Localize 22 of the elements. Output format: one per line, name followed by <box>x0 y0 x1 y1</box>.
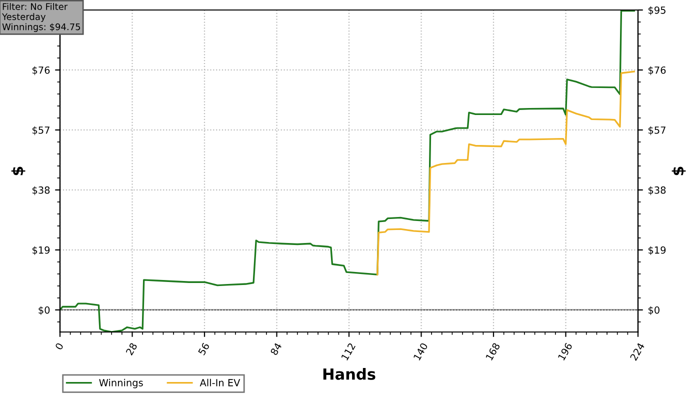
y2-tick-label: $0 <box>648 306 660 316</box>
legend-label: Winnings <box>99 378 143 388</box>
y2-axis-title: $ <box>672 166 686 176</box>
y-tick-label: $76 <box>32 66 50 76</box>
y2-tick-label: $19 <box>648 246 666 256</box>
y-tick-label: $19 <box>32 246 50 256</box>
x-tick-label: 28 <box>126 342 138 356</box>
y-tick-label: $0 <box>38 306 50 316</box>
y-axis-title: $ <box>11 166 26 176</box>
x-tick-label: 56 <box>198 342 210 356</box>
annotation: Filter: No Filter Yesterday Winnings: $94.75 <box>2 3 80 32</box>
y2-tick-label: $57 <box>648 126 666 136</box>
legend-label: All-In EV <box>200 378 240 386</box>
y2-tick-label: $76 <box>648 66 666 76</box>
y2-tick-label: $95 <box>648 6 666 16</box>
x-tick-label: 0 <box>54 342 64 350</box>
x-axis-title: Hands <box>323 368 376 380</box>
x-tick-label: 84 <box>270 342 282 356</box>
y-tick-label: $38 <box>32 186 50 196</box>
y-tick-label: $57 <box>32 126 50 136</box>
line-series <box>376 70 635 276</box>
y2-tick-label: $38 <box>648 186 666 196</box>
